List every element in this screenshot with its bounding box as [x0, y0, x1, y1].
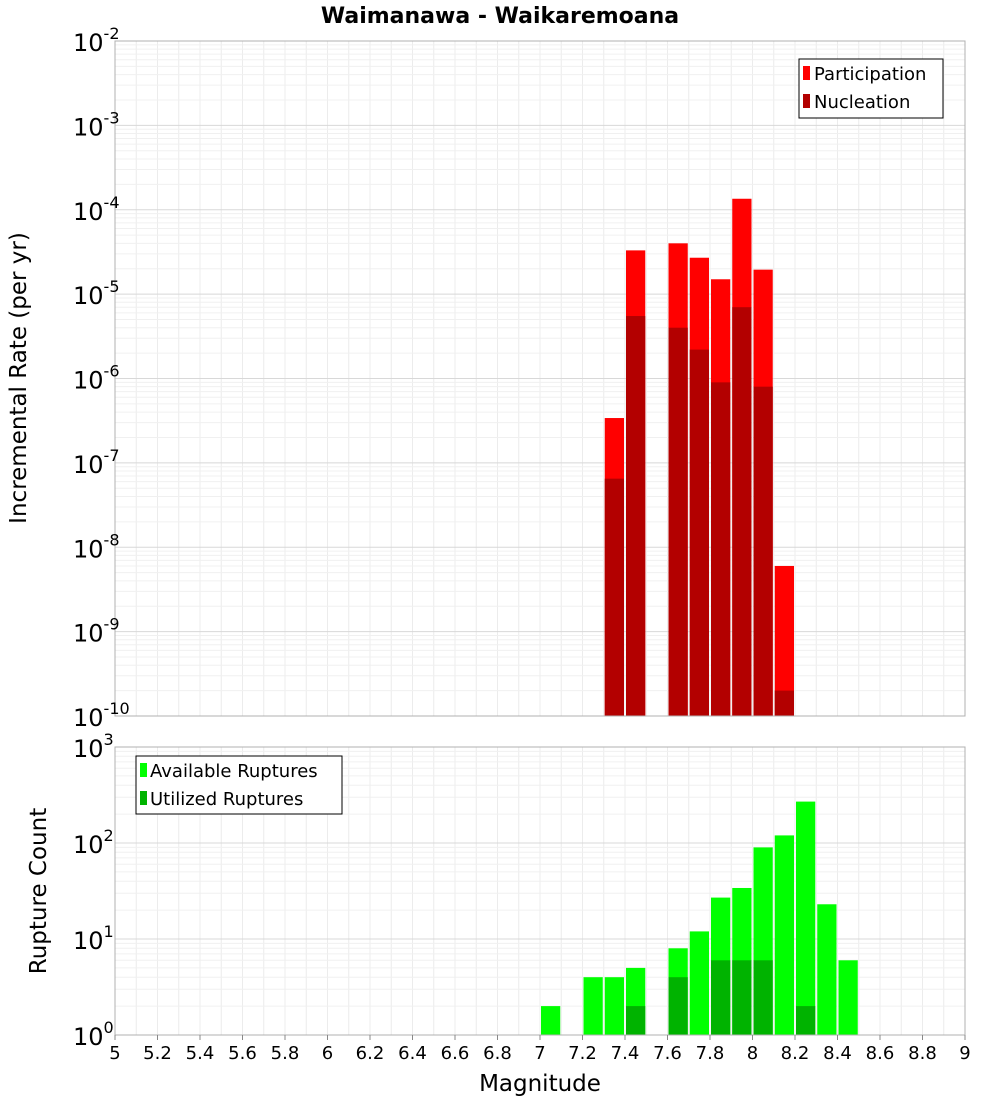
- rate-bar-nucleation: [604, 478, 624, 716]
- rate-bar-nucleation: [711, 382, 731, 716]
- count-y-tick-label: 101: [73, 922, 114, 955]
- participation-legend-swatch: [803, 66, 810, 80]
- x-tick-label: 8.6: [866, 1043, 895, 1064]
- utilized-legend-label: Utilized Ruptures: [150, 789, 303, 810]
- rate-bar-nucleation: [689, 349, 709, 716]
- x-tick-label: 6.6: [441, 1043, 470, 1064]
- count-bar-available-ruptures: [583, 977, 603, 1035]
- count-y-tick-label: 103: [73, 730, 114, 763]
- rate-y-tick-label: 10-10: [73, 699, 130, 732]
- rate-plot-frame: [114, 40, 966, 717]
- rate-y-axis-label: Incremental Rate (per yr): [6, 232, 32, 524]
- available-legend-swatch: [140, 763, 147, 777]
- rate-y-tick-label: 10-6: [73, 362, 120, 395]
- x-tick-label: 7.8: [696, 1043, 725, 1064]
- participation-legend-label: Participation: [814, 64, 926, 85]
- count-bar-available-ruptures: [541, 1006, 561, 1035]
- rate-bar-nucleation: [668, 327, 688, 716]
- rate-y-tick-label: 10-8: [73, 530, 120, 563]
- x-tick-label: 8: [747, 1043, 758, 1064]
- x-tick-label: 7.6: [653, 1043, 682, 1064]
- x-tick-label: 8.8: [908, 1043, 937, 1064]
- rate-y-tick-label: 10-3: [73, 108, 120, 141]
- x-tick-label: 5.4: [186, 1043, 215, 1064]
- x-tick-label: 5.8: [271, 1043, 300, 1064]
- x-tick-label: 6.8: [483, 1043, 512, 1064]
- count-bar-available-ruptures: [689, 931, 709, 1035]
- count-bar-available-ruptures: [796, 801, 816, 1035]
- count-bar-utilized-ruptures: [796, 1006, 816, 1035]
- available-legend-label: Available Ruptures: [150, 761, 318, 782]
- count-bar-utilized-ruptures: [668, 977, 688, 1035]
- chart-title: Waimanawa - Waikaremoana: [321, 4, 679, 29]
- x-tick-label: 6.2: [356, 1043, 385, 1064]
- count-panel: 100 101 102 103 Rupture Count Available Rup…: [26, 730, 966, 1051]
- count-bar-utilized-ruptures: [711, 960, 731, 1035]
- x-tick-label: 8.4: [823, 1043, 852, 1064]
- count-y-tick-label: 100: [73, 1018, 114, 1051]
- x-tick-label: 5.2: [143, 1043, 172, 1064]
- nucleation-legend-swatch: [803, 94, 810, 108]
- x-axis-ticks: 5 5.2 5.4 5.6 5.8 6 6.2 6.4 6.6 6.8 7 7.2 7.4 7.6 7.8 8…: [109, 1035, 971, 1064]
- count-bar-available-ruptures: [604, 977, 624, 1035]
- x-axis-label: Magnitude: [479, 1071, 601, 1097]
- rate-y-tick-label: 10-7: [73, 446, 120, 479]
- nucleation-legend-label: Nucleation: [814, 92, 910, 113]
- count-legend: Available Ruptures Utilized Ruptures: [135, 755, 343, 815]
- rate-legend: Participation Nucleation: [798, 58, 944, 119]
- x-tick-label: 5.6: [228, 1043, 257, 1064]
- x-tick-label: 9: [959, 1043, 970, 1064]
- count-y-axis-label: Rupture Count: [26, 808, 52, 974]
- count-bar-utilized-ruptures: [732, 960, 752, 1035]
- rate-panel: 10-10 10-9 10-8 10-7 10-6 10-5 10-4 10-3 10-2 In…: [6, 24, 966, 732]
- x-tick-label: 7.2: [568, 1043, 597, 1064]
- x-tick-label: 5: [109, 1043, 120, 1064]
- rate-y-tick-label: 10-5: [73, 277, 120, 310]
- count-bar-available-ruptures: [817, 904, 837, 1035]
- count-bar-available-ruptures: [774, 835, 794, 1035]
- x-tick-label: 6.4: [398, 1043, 427, 1064]
- count-bar-available-ruptures: [838, 960, 858, 1035]
- rate-bar-participation: [774, 565, 794, 716]
- rate-y-tick-label: 10-9: [73, 615, 120, 648]
- x-tick-label: 7: [534, 1043, 545, 1064]
- rate-y-tick-label: 10-4: [73, 193, 120, 226]
- x-tick-label: 7.4: [611, 1043, 640, 1064]
- rate-bar-nucleation: [753, 386, 773, 716]
- x-tick-label: 6: [322, 1043, 333, 1064]
- rate-bar-nucleation: [626, 316, 646, 716]
- count-y-tick-label: 102: [73, 826, 114, 859]
- x-tick-label: 8.2: [781, 1043, 810, 1064]
- count-bar-utilized-ruptures: [753, 960, 773, 1035]
- rate-bar-nucleation: [774, 690, 794, 716]
- rate-y-tick-label: 10-2: [73, 24, 120, 57]
- rate-bar-nucleation: [732, 307, 752, 716]
- utilized-legend-swatch: [140, 791, 147, 805]
- count-bar-utilized-ruptures: [626, 1006, 646, 1035]
